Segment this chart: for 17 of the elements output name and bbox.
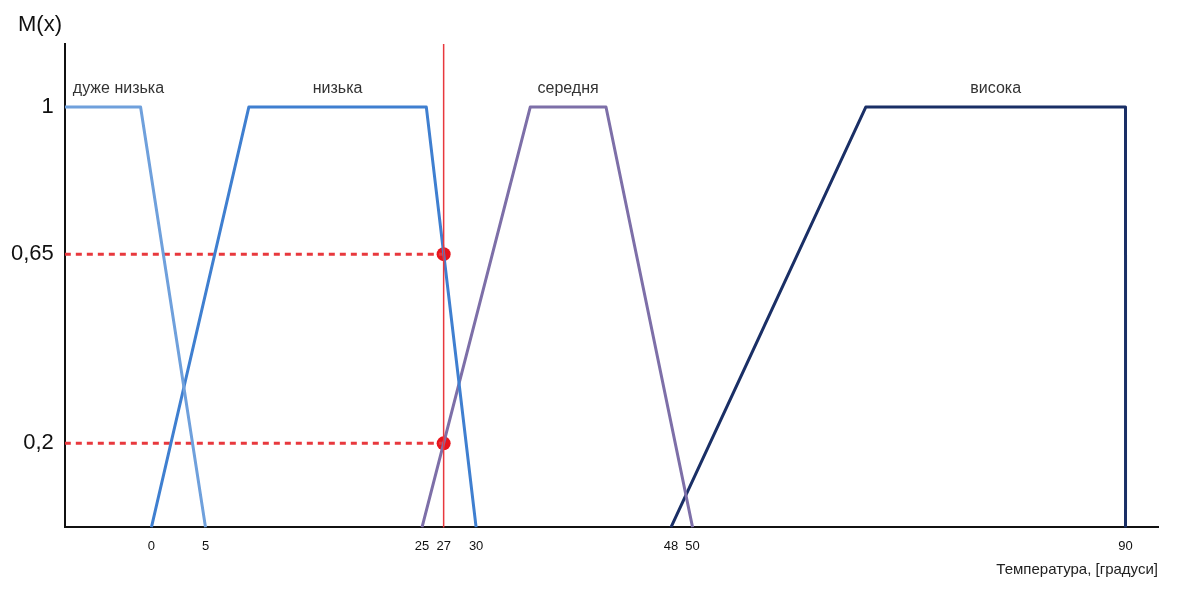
x-tick-label: 50: [685, 537, 700, 553]
x-tick-label: 25: [414, 537, 430, 553]
x-tick-label: 48: [663, 537, 679, 553]
x-axis-title: Температура, [градуси]: [996, 560, 1158, 578]
series-label: середня: [537, 79, 599, 97]
series-label: низька: [312, 79, 363, 97]
series-label: висока: [970, 79, 1022, 97]
x-tick-label: 27: [436, 537, 451, 553]
y-tick-label: 1: [41, 93, 54, 119]
y-tick-label: 0,2: [23, 429, 54, 455]
x-tick-label: 0: [147, 537, 156, 553]
y-axis-title: M(x): [18, 11, 62, 37]
series-label: дуже низька: [72, 79, 165, 97]
x-tick-label: 90: [1118, 537, 1133, 553]
y-tick-label: 0,65: [10, 240, 54, 266]
x-tick-label: 5: [201, 537, 210, 553]
x-tick-label: 30: [468, 537, 484, 553]
